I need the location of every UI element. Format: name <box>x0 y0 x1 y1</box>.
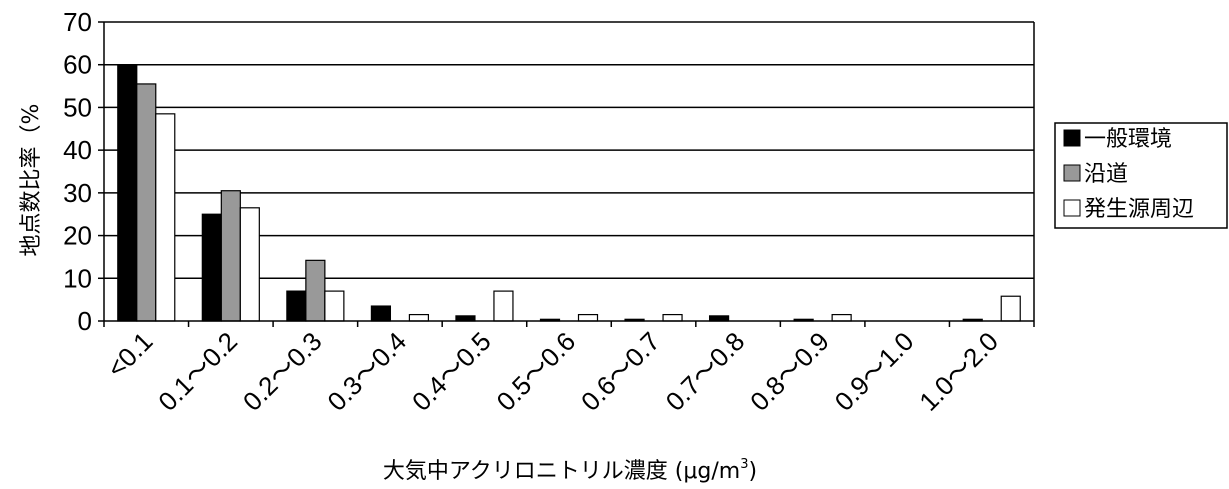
bar-general <box>708 315 730 322</box>
bar-source <box>1000 295 1021 322</box>
legend-label-general: 一般環境 <box>1084 127 1172 152</box>
bars <box>117 64 1021 322</box>
x-tick-label: 0.9～1.0 <box>829 326 920 417</box>
axes <box>98 21 1035 327</box>
x-tick-label: 0.1～0.2 <box>152 326 243 417</box>
bar-general <box>201 213 222 322</box>
x-tick-label: 0.7～0.8 <box>660 326 751 417</box>
x-tick-label: 0.3～0.4 <box>321 326 412 417</box>
x-tick-label: 0.8～0.9 <box>744 326 835 417</box>
bar-roadside <box>136 83 157 322</box>
y-tick-label: 40 <box>63 135 92 165</box>
y-tick-label: 0 <box>78 306 92 336</box>
x-tick-label: 0.4～0.5 <box>406 326 497 417</box>
x-axis-title-superscript: 3 <box>740 457 748 472</box>
bar-source <box>662 313 683 322</box>
y-tick-label: 50 <box>63 92 92 122</box>
legend: 一般環境 沿道 発生源周辺 <box>1054 122 1228 229</box>
legend-swatch-general <box>1063 129 1081 147</box>
bar-source <box>239 207 260 322</box>
y-tick-label: 30 <box>63 178 92 208</box>
x-tick-labels: <0.10.1～0.20.2～0.30.3～0.40.4～0.50.5～0.60… <box>101 326 1004 417</box>
legend-label-roadside: 沿道 <box>1084 162 1128 187</box>
legend-swatch-source <box>1063 199 1081 217</box>
legend-box <box>1054 122 1228 229</box>
y-axis-title: 地点数比率（% <box>19 104 44 257</box>
bar-roadside <box>305 259 326 322</box>
bar-source <box>831 313 852 322</box>
x-tick-label: 1.0～2.0 <box>913 326 1004 417</box>
bar-source <box>408 313 430 322</box>
bar-general <box>286 290 307 322</box>
legend-swatch-roadside <box>1063 164 1081 182</box>
bar-general <box>370 305 392 322</box>
x-axis-title-close: ) <box>748 459 757 484</box>
bar-source <box>577 313 599 322</box>
y-tick-label: 60 <box>63 50 92 80</box>
legend-label-source: 発生源周辺 <box>1084 197 1194 222</box>
bar-general <box>455 315 476 322</box>
bar-source <box>493 290 514 322</box>
bar-roadside <box>220 190 241 322</box>
x-axis-title-main: 大気中アクリロニトリル濃度 (μg/m <box>383 459 740 484</box>
bar-source <box>324 290 345 322</box>
y-tick-labels: 0 10 20 30 40 50 60 70 <box>63 7 92 336</box>
y-tick-label: 10 <box>63 263 92 293</box>
bar-source <box>155 113 176 322</box>
x-tick-label: 0.5～0.6 <box>491 326 582 417</box>
y-tick-label: 70 <box>63 7 92 37</box>
x-tick-label: 0.6～0.7 <box>575 326 666 417</box>
bar-general <box>117 64 138 322</box>
x-axis-title: 大気中アクリロニトリル濃度 (μg/m3) <box>383 457 757 484</box>
x-tick-label: <0.1 <box>101 326 159 384</box>
x-tick-label: 0.2～0.3 <box>237 326 328 417</box>
y-tick-label: 20 <box>63 221 92 251</box>
